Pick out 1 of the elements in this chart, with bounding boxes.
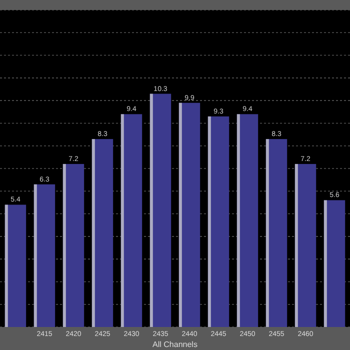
x-axis-title: All Channels [152,340,198,349]
